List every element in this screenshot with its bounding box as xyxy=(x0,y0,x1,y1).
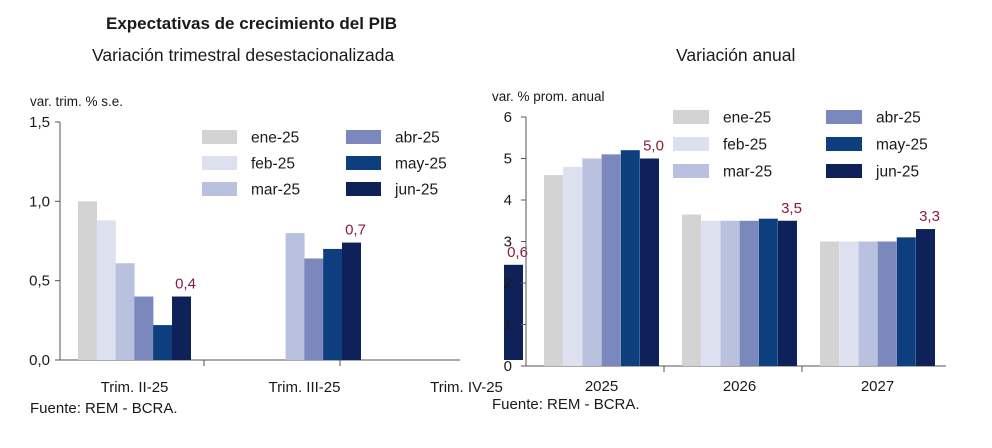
right-chart-bar-jun-25-2 xyxy=(916,229,935,366)
right-chart-bar-jun-25-0 xyxy=(640,158,659,366)
right-chart-y-tick-label: 6 xyxy=(504,109,512,126)
left-chart-bar-jun-25-0 xyxy=(172,296,191,360)
right-chart-bar-abr-25-0 xyxy=(601,154,621,366)
right-chart-legend-label-ene-25: ene-25 xyxy=(723,110,771,127)
right-chart-bar-ene-25-2 xyxy=(820,241,839,366)
left-chart-y-axis-label: var. trim. % s.e. xyxy=(30,94,123,109)
left-chart-legend-label-jun-25: jun-25 xyxy=(394,182,438,199)
left-chart-y-tick-label: 1,0 xyxy=(29,193,50,210)
left-chart-bar-feb-25-0 xyxy=(96,220,116,360)
left-chart-legend-label-ene-25: ene-25 xyxy=(251,130,299,147)
left-chart-bar-abr-25-0 xyxy=(134,296,154,360)
left-chart-legend-swatch-feb-25 xyxy=(202,156,237,170)
right-chart-category-label: 2027 xyxy=(861,378,894,395)
left-chart-bar-mar-25-1 xyxy=(285,233,305,360)
right-chart-category-label: 2026 xyxy=(723,378,756,395)
left-chart-bar-jun-25-2 xyxy=(504,264,523,360)
right-chart-data-label: 3,5 xyxy=(781,200,802,217)
right-chart-legend-swatch-feb-25 xyxy=(673,137,709,151)
left-chart-bar-mar-25-0 xyxy=(115,263,135,360)
right-chart-y-tick-label: 5 xyxy=(504,151,512,168)
left-chart-legend-label-feb-25: feb-25 xyxy=(251,156,295,173)
right-chart-legend-swatch-may-25 xyxy=(826,137,862,151)
left-chart-legend-label-abr-25: abr-25 xyxy=(395,130,440,147)
left-chart-bar-may-25-0 xyxy=(153,325,173,360)
left-source-note: Fuente: REM - BCRA. xyxy=(30,400,178,417)
right-chart-bar-feb-25-2 xyxy=(839,241,859,366)
right-chart-bar-may-25-2 xyxy=(896,237,916,366)
right-chart-y-axis-label: var. % prom. anual xyxy=(492,89,605,104)
left-chart-legend-swatch-ene-25 xyxy=(202,130,237,144)
right-chart-bar-feb-25-1 xyxy=(701,220,721,366)
left-chart-legend-label-mar-25: mar-25 xyxy=(251,182,300,199)
right-chart-y-tick-label: 3 xyxy=(504,234,512,251)
right-chart-legend-label-jun-25: jun-25 xyxy=(875,164,919,181)
right-chart-bar-may-25-0 xyxy=(620,150,640,366)
left-chart-data-label: 0,7 xyxy=(345,222,366,239)
right-source-note: Fuente: REM - BCRA. xyxy=(492,396,640,413)
left-chart-y-tick-label: 1,5 xyxy=(29,114,50,131)
right-chart-legend-swatch-ene-25 xyxy=(673,110,709,124)
left-chart-legend-label-may-25: may-25 xyxy=(395,156,447,173)
right-chart-subtitle: Variación anual xyxy=(676,45,796,65)
right-chart-bar-mar-25-2 xyxy=(858,241,878,366)
left-chart-category-label: Trim. III-25 xyxy=(269,379,341,396)
right-chart-bar-may-25-1 xyxy=(758,218,778,366)
right-chart-bar-ene-25-0 xyxy=(544,175,563,366)
left-chart-y-tick-label: 0,0 xyxy=(29,352,50,369)
left-chart-bar-jun-25-1 xyxy=(342,242,361,360)
left-chart-bar-may-25-1 xyxy=(323,248,343,360)
right-chart-legend-label-mar-25: mar-25 xyxy=(723,164,772,181)
right-chart-y-tick-label: 1 xyxy=(504,317,512,334)
right-chart-bar-abr-25-1 xyxy=(739,220,759,366)
right-chart-data-label: 5,0 xyxy=(643,138,664,155)
right-chart-bar-mar-25-1 xyxy=(720,220,740,366)
right-chart-y-tick-label: 4 xyxy=(504,192,512,209)
left-chart-category-label: Trim. IV-25 xyxy=(430,379,503,396)
left-chart-bar-ene-25-0 xyxy=(78,201,97,360)
left-chart-category-label: Trim. II-25 xyxy=(101,379,169,396)
left-chart-y-tick-label: 0,5 xyxy=(29,273,50,290)
left-chart-legend-swatch-mar-25 xyxy=(202,182,237,196)
right-chart-bar-ene-25-1 xyxy=(682,214,701,366)
right-chart-y-tick-label: 0 xyxy=(504,358,512,375)
right-chart-category-label: 2025 xyxy=(585,378,618,395)
left-chart-legend-swatch-abr-25 xyxy=(346,130,381,144)
right-chart-legend-label-abr-25: abr-25 xyxy=(876,110,921,127)
main-title: Expectativas de crecimiento del PIB xyxy=(106,14,398,33)
right-chart-legend-label-may-25: may-25 xyxy=(876,137,928,154)
right-chart-legend-label-feb-25: feb-25 xyxy=(723,137,767,154)
right-chart-y-tick-label: 2 xyxy=(504,275,512,292)
right-chart-data-label: 3,3 xyxy=(919,208,940,225)
right-chart-legend-swatch-jun-25 xyxy=(826,164,862,178)
left-chart-data-label: 0,4 xyxy=(175,276,196,293)
left-chart-data-label: 0,6 xyxy=(507,244,528,261)
right-chart-legend-swatch-mar-25 xyxy=(673,164,709,178)
right-chart-bar-abr-25-2 xyxy=(877,241,897,366)
left-chart-subtitle: Variación trimestral desestacionalizada xyxy=(92,45,395,65)
right-chart-bar-jun-25-1 xyxy=(778,220,797,366)
right-chart-legend-swatch-abr-25 xyxy=(826,110,862,124)
left-chart-legend-swatch-may-25 xyxy=(346,156,381,170)
left-chart-legend-swatch-jun-25 xyxy=(346,182,381,196)
left-chart-bar-abr-25-1 xyxy=(304,258,324,360)
right-chart-bar-mar-25-0 xyxy=(582,158,602,366)
right-chart-bar-feb-25-0 xyxy=(563,166,583,366)
